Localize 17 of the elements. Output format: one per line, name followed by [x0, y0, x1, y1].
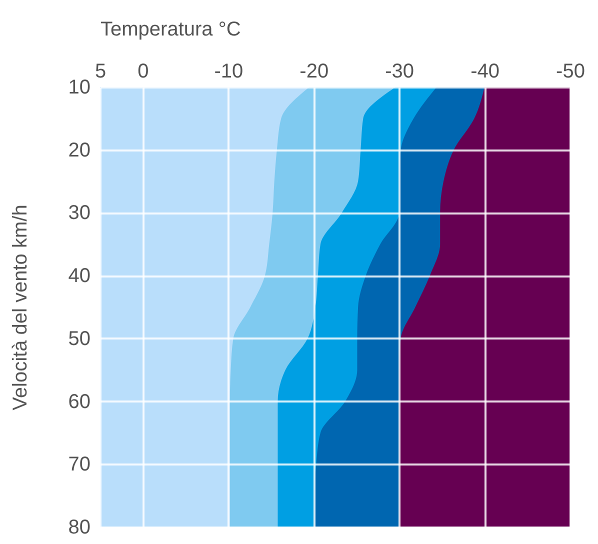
x-tick-label: -20 — [300, 60, 329, 82]
y-axis-title: Velocità del vento km/h — [10, 204, 32, 410]
x-axis-title: Temperatura °C — [100, 18, 241, 40]
y-tick-label: 10 — [68, 76, 90, 98]
y-tick-label: 20 — [68, 139, 90, 162]
x-tick-label: 5 — [94, 60, 106, 82]
y-tick-label: 80 — [68, 516, 90, 538]
x-tick-label: -40 — [470, 60, 500, 82]
y-tick-label: 40 — [68, 265, 90, 288]
x-tick-label: -50 — [556, 60, 585, 82]
y-tick-label: 50 — [68, 328, 90, 350]
x-tick-label: 0 — [138, 60, 149, 82]
y-tick-label: 60 — [68, 390, 90, 413]
y-tick-label: 70 — [68, 454, 90, 476]
y-tick-label: 30 — [68, 202, 90, 224]
x-tick-label: -30 — [385, 60, 414, 82]
x-tick-label: -10 — [214, 60, 244, 82]
